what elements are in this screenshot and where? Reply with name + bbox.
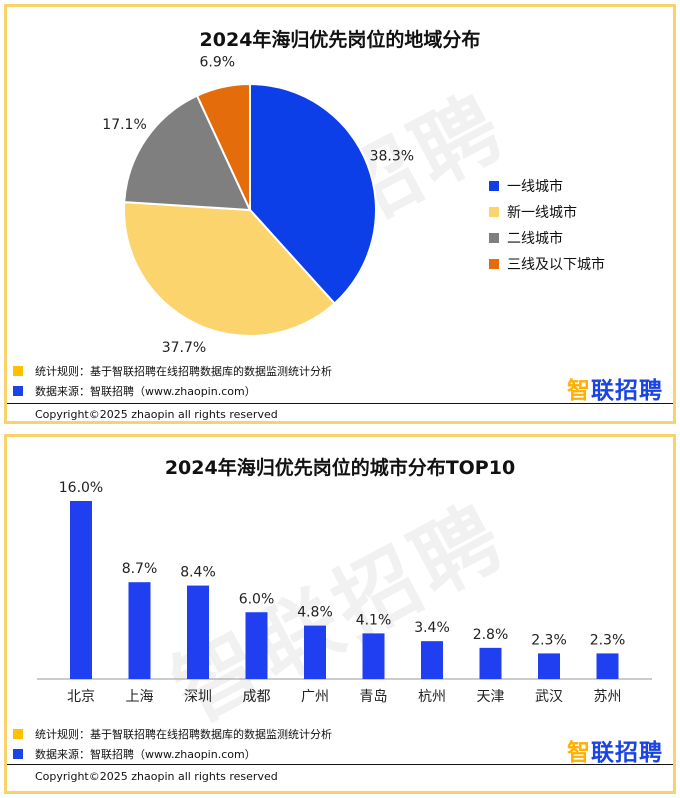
legend-swatch	[489, 181, 499, 191]
bar	[187, 585, 209, 679]
bar-value-label: 2.3%	[531, 632, 567, 648]
rule-square-icon	[13, 729, 23, 739]
legend-label: 一线城市	[507, 179, 563, 195]
bar	[128, 582, 151, 679]
bar	[70, 501, 92, 679]
notes: 统计规则：基于智联招聘在线招聘数据库的数据监测统计分析 数据来源：智联招聘（ww…	[13, 361, 332, 401]
city-top10-panel: 2024年海归优先岗位的城市分布TOP10 智联招聘 16.0% 北京 8.7% 上海…	[4, 434, 676, 794]
pie-slice-label: 37.7%	[162, 340, 206, 356]
brand-logo: 智联招聘	[567, 740, 663, 766]
data-source-text: 数据来源：智联招聘（www.zhaopin.com）	[35, 385, 256, 398]
x-tick-label: 青岛	[360, 689, 388, 705]
bar-value-label: 6.0%	[239, 591, 275, 607]
rule-square-icon	[13, 366, 23, 376]
x-tick-label: 上海	[126, 689, 154, 705]
bar	[538, 653, 560, 679]
pie-legend: 一线城市 新一线城市 二线城市 三线及以下城市	[489, 173, 605, 277]
region-distribution-panel: 2024年海归优先岗位的地域分布 智联招聘 38.3% 37.7% 17.1% 6.9…	[4, 4, 676, 424]
data-source-text: 数据来源：智联招聘（www.zhaopin.com）	[35, 748, 256, 761]
legend-label: 二线城市	[507, 231, 563, 247]
pie-slice-label: 17.1%	[102, 117, 146, 133]
bar	[362, 633, 385, 679]
legend-item-tier1: 一线城市	[489, 173, 605, 199]
bar-value-label: 2.3%	[590, 632, 626, 648]
pie-chart: 38.3% 37.7% 17.1% 6.9%	[102, 55, 414, 356]
footer-divider	[7, 764, 673, 765]
bar-value-label: 3.4%	[414, 620, 450, 636]
legend-label: 新一线城市	[507, 205, 577, 221]
bar-value-label: 8.4%	[180, 565, 216, 581]
stat-rule-text: 统计规则：基于智联招聘在线招聘数据库的数据监测统计分析	[35, 728, 332, 741]
legend-swatch	[489, 259, 499, 269]
stat-rule-text: 统计规则：基于智联招聘在线招聘数据库的数据监测统计分析	[35, 365, 332, 378]
x-tick-label: 广州	[301, 689, 329, 705]
slice-new-tier1	[123, 201, 336, 337]
bar	[245, 612, 268, 679]
legend-item-new-tier1: 新一线城市	[489, 199, 605, 225]
pie-slice-label: 6.9%	[200, 55, 236, 71]
source-square-icon	[13, 749, 23, 759]
bar	[421, 641, 443, 679]
x-tick-label: 成都	[243, 689, 271, 705]
copyright-text: Copyright©2025 zhaopin all rights reserv…	[35, 408, 278, 421]
bar	[304, 625, 326, 679]
brand-logo: 智联招聘	[567, 378, 663, 404]
x-tick-label: 杭州	[418, 689, 446, 705]
copyright-text: Copyright©2025 zhaopin all rights reserv…	[35, 770, 278, 783]
x-tick-label: 北京	[67, 689, 95, 705]
legend-swatch	[489, 233, 499, 243]
bar-chart-title: 2024年海归优先岗位的城市分布TOP10	[164, 457, 516, 479]
legend-item-tier3-below: 三线及以下城市	[489, 251, 605, 277]
bar-value-label: 2.8%	[473, 627, 509, 643]
bar-value-label: 4.8%	[297, 605, 333, 621]
x-tick-label: 天津	[477, 689, 505, 705]
bar-value-label: 8.7%	[122, 561, 158, 577]
pie-chart-title: 2024年海归优先岗位的地域分布	[199, 29, 481, 51]
bar	[479, 647, 502, 679]
footer-divider	[7, 403, 673, 404]
bar-value-label: 4.1%	[356, 612, 392, 628]
pie-slice-label: 38.3%	[370, 148, 414, 164]
legend-label: 三线及以下城市	[507, 257, 605, 273]
bar-chart: 16.0% 北京 8.7% 上海 8.4% 深圳 6.0% 成都 4.8% 广州 4.1% 青岛 3.4…	[37, 480, 652, 705]
slice-tier1	[249, 82, 377, 305]
source-square-icon	[13, 386, 23, 396]
bar	[596, 653, 619, 679]
slice-tier2	[123, 94, 252, 212]
legend-swatch	[489, 207, 499, 217]
legend-item-tier2: 二线城市	[489, 225, 605, 251]
bar-value-label: 16.0%	[59, 480, 103, 496]
notes: 统计规则：基于智联招聘在线招聘数据库的数据监测统计分析 数据来源：智联招聘（ww…	[13, 724, 332, 764]
x-tick-label: 苏州	[594, 689, 622, 705]
slice-tier3-below	[195, 82, 251, 211]
x-tick-label: 武汉	[535, 689, 563, 705]
x-tick-label: 深圳	[184, 689, 212, 705]
